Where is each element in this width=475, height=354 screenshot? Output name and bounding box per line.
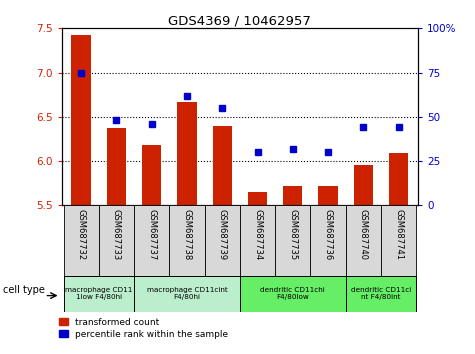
Bar	[248, 192, 267, 205]
Bar	[346, 276, 416, 312]
Text: GSM687733: GSM687733	[112, 209, 121, 260]
Bar	[99, 205, 134, 276]
Bar	[177, 102, 197, 205]
Bar	[107, 128, 126, 205]
Bar	[212, 126, 232, 205]
Legend: transformed count, percentile rank within the sample: transformed count, percentile rank withi…	[57, 316, 230, 340]
Bar	[64, 276, 134, 312]
Text: macrophage CD11
1low F4/80hi: macrophage CD11 1low F4/80hi	[65, 287, 133, 300]
Bar	[134, 205, 169, 276]
Bar	[275, 205, 311, 276]
Bar	[240, 205, 275, 276]
Text: dendritic CD11ci
nt F4/80int: dendritic CD11ci nt F4/80int	[351, 287, 411, 300]
Bar	[142, 145, 162, 205]
Bar	[311, 205, 346, 276]
Bar	[389, 153, 408, 205]
Bar	[381, 205, 416, 276]
Bar	[240, 276, 346, 312]
Text: GSM687741: GSM687741	[394, 209, 403, 260]
Text: GSM687740: GSM687740	[359, 209, 368, 260]
Title: GDS4369 / 10462957: GDS4369 / 10462957	[169, 14, 311, 27]
Bar	[134, 276, 240, 312]
Text: GSM687735: GSM687735	[288, 209, 297, 260]
Bar	[64, 205, 99, 276]
Bar	[318, 186, 338, 205]
Bar	[205, 205, 240, 276]
Text: macrophage CD11cint
F4/80hi: macrophage CD11cint F4/80hi	[147, 287, 228, 300]
Bar	[169, 205, 205, 276]
Text: dendritic CD11chi
F4/80low: dendritic CD11chi F4/80low	[260, 287, 325, 300]
Text: GSM687736: GSM687736	[323, 209, 332, 260]
Bar	[71, 35, 91, 205]
Text: GSM687739: GSM687739	[218, 209, 227, 260]
Bar	[353, 165, 373, 205]
Text: cell type: cell type	[3, 285, 45, 295]
Text: GSM687738: GSM687738	[182, 209, 191, 260]
Bar	[283, 186, 303, 205]
Text: GSM687734: GSM687734	[253, 209, 262, 260]
Text: GSM687737: GSM687737	[147, 209, 156, 260]
Text: GSM687732: GSM687732	[76, 209, 86, 260]
Bar	[346, 205, 381, 276]
